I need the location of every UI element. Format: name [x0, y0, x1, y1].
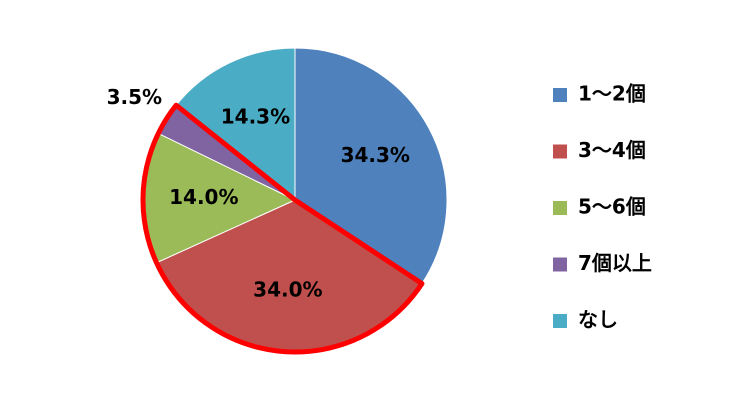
- data-label: 3.5%: [107, 85, 162, 109]
- legend-swatch: [553, 88, 567, 102]
- legend-label: 5～6個: [578, 195, 646, 219]
- legend-swatch: [553, 314, 567, 328]
- legend-swatch: [553, 257, 567, 272]
- legend-label: 1～2個: [578, 82, 646, 106]
- data-label: 14.3%: [221, 104, 290, 128]
- legend-label: なし: [578, 308, 618, 332]
- legend-label: 7個以上: [578, 251, 652, 275]
- highlight-outline: [140, 102, 425, 355]
- data-label: 34.0%: [253, 277, 322, 301]
- legend-label: 3～4個: [578, 138, 646, 162]
- data-label: 14.0%: [169, 185, 238, 209]
- data-label: 34.3%: [341, 143, 410, 167]
- pie-slice: [175, 47, 296, 202]
- legend-swatch: [553, 201, 567, 215]
- legend-swatch: [553, 144, 567, 159]
